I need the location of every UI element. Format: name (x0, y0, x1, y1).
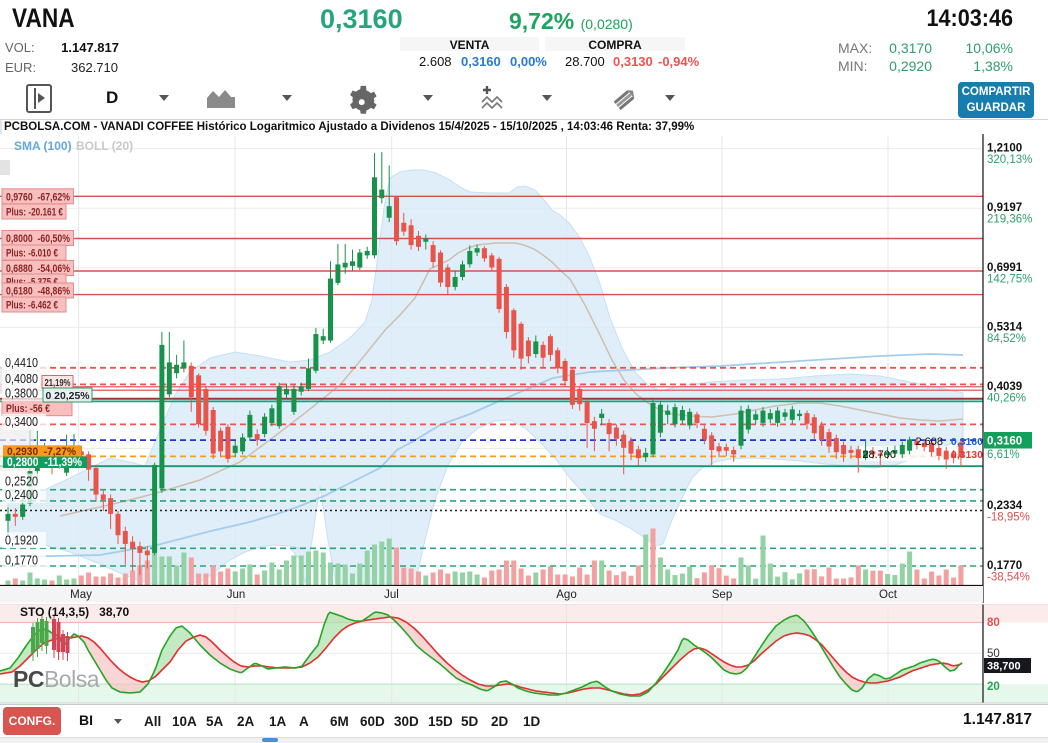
svg-text:50: 50 (987, 648, 1000, 660)
svg-text:STO (14,3,5) 38,70: STO (14,3,5) 38,70 (20, 605, 129, 619)
svg-text:0,3800: 0,3800 (5, 386, 38, 400)
svg-text:0,1770: 0,1770 (987, 560, 1022, 572)
svg-text:0,4039: 0,4039 (987, 381, 1022, 393)
svg-text:PCBolsa: PCBolsa (13, 666, 100, 692)
svg-text:Plus: -6.010 €: Plus: -6.010 € (6, 248, 58, 260)
svg-text:Ago: Ago (556, 589, 576, 601)
svg-text:0,3160: 0,3160 (951, 436, 983, 448)
svg-text:40,26%: 40,26% (987, 393, 1026, 405)
svg-text:2.608: 2.608 (915, 436, 943, 448)
svg-text:84,52%: 84,52% (987, 333, 1026, 345)
svg-text:0,2520: 0,2520 (5, 475, 38, 489)
svg-text:-38,54%: -38,54% (987, 572, 1030, 584)
svg-text:0,6180 -48,86%: 0,6180 -48,86% (6, 286, 70, 298)
svg-text:0,6991: 0,6991 (987, 262, 1023, 274)
svg-text:SMA (100): SMA (100) (14, 139, 72, 153)
svg-text:219,36%: 219,36% (987, 214, 1032, 226)
svg-text:0,3130: 0,3130 (951, 449, 983, 461)
svg-text:BOLL (20): BOLL (20) (76, 139, 133, 153)
svg-text:Plus: -56 €: Plus: -56 € (6, 403, 50, 415)
svg-text:6,61%: 6,61% (987, 449, 1020, 461)
svg-text:0 20,25%: 0 20,25% (46, 390, 91, 402)
svg-text:Jun: Jun (227, 589, 246, 601)
svg-text:0,5314: 0,5314 (987, 321, 1023, 333)
svg-text:28.700: 28.700 (862, 449, 896, 461)
svg-text:0,2800 -11,39%: 0,2800 -11,39% (7, 457, 82, 469)
svg-text:May: May (70, 589, 92, 601)
svg-text:38,700: 38,700 (987, 661, 1021, 673)
svg-text:0,4410: 0,4410 (5, 356, 38, 370)
svg-text:0,6880 -54,06%: 0,6880 -54,06% (6, 263, 70, 275)
svg-text:0,8000 -60,50%: 0,8000 -60,50% (6, 233, 70, 245)
svg-text:80: 80 (987, 617, 1000, 629)
svg-text:Sep: Sep (712, 589, 732, 601)
svg-text:0,3400: 0,3400 (5, 415, 38, 429)
svg-text:0,2400: 0,2400 (5, 488, 38, 502)
svg-text:0,9760 -67,62%: 0,9760 -67,62% (6, 191, 70, 203)
svg-text:320,13%: 320,13% (987, 154, 1032, 166)
svg-text:0,4080: 0,4080 (5, 372, 38, 386)
svg-text:Jul: Jul (384, 589, 399, 601)
svg-text:0,1770: 0,1770 (5, 554, 38, 568)
svg-text:0,1920: 0,1920 (5, 533, 38, 547)
svg-text:0,9197: 0,9197 (987, 202, 1022, 214)
svg-text:-18,95%: -18,95% (987, 511, 1030, 523)
svg-text:Oct: Oct (879, 589, 898, 601)
svg-text:0,2334: 0,2334 (987, 500, 1023, 512)
svg-text:0,3160: 0,3160 (987, 436, 1022, 448)
svg-text:Plus: -6.462 €: Plus: -6.462 € (6, 300, 58, 312)
svg-text:Plus: -20.161 €: Plus: -20.161 € (6, 207, 63, 219)
svg-text:21,19%: 21,19% (45, 377, 71, 389)
svg-text:0,2930 -7,27%: 0,2930 -7,27% (7, 446, 76, 458)
svg-text:142,75%: 142,75% (987, 273, 1032, 285)
svg-text:20: 20 (987, 681, 1000, 693)
svg-text:1,2100: 1,2100 (987, 143, 1022, 155)
